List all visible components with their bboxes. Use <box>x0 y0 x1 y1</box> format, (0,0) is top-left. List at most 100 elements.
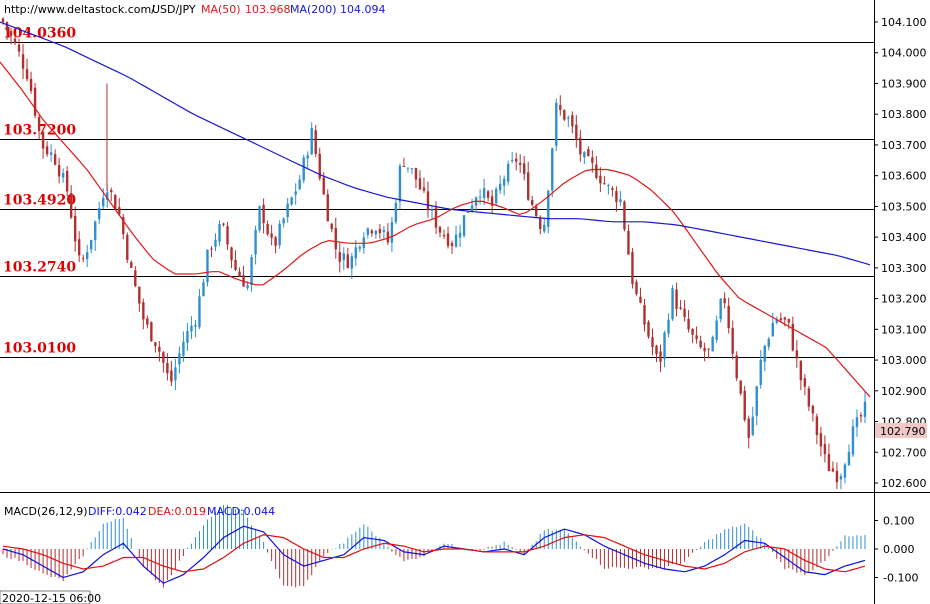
candle-body <box>543 224 546 232</box>
candle-body <box>386 231 390 243</box>
candle-body <box>599 175 602 184</box>
candle-body <box>527 172 530 200</box>
candle-body <box>727 305 730 329</box>
macd-label: MACD(26,12,9) <box>4 505 88 518</box>
y-tick-label: 103.200 <box>881 293 927 306</box>
candle-body <box>603 183 606 185</box>
candle-body <box>551 148 554 191</box>
macd-tick-label: 0.000 <box>883 543 915 556</box>
macd-diff-value: DIFF:0.042 <box>88 505 147 518</box>
candle-body <box>591 157 594 163</box>
candle-body <box>647 321 650 337</box>
candle-body <box>466 212 470 214</box>
candle-body <box>775 319 778 323</box>
candle-body <box>631 251 634 285</box>
ma200-label: MA(200) <box>290 3 337 16</box>
candle-body <box>539 218 542 229</box>
candle-body <box>667 319 670 334</box>
candle-body <box>442 235 446 237</box>
candle-body <box>583 152 586 158</box>
candle-body <box>398 165 402 202</box>
candle-body <box>274 237 277 246</box>
candle-body <box>250 257 253 286</box>
candle-body <box>57 165 61 177</box>
macd-dea-line <box>2 534 866 573</box>
candle-body <box>454 234 458 247</box>
candle-body <box>555 102 558 146</box>
candle-body <box>174 367 177 381</box>
y-tick-label: 103.100 <box>881 323 927 336</box>
candle-body <box>410 168 414 170</box>
candle-body <box>374 230 378 235</box>
candle-body <box>414 167 418 180</box>
candle-body <box>687 318 690 330</box>
symbol-label: USD/JPY <box>152 3 196 16</box>
ma200-line <box>0 21 871 266</box>
candle-body <box>162 352 165 363</box>
candle-body <box>110 189 113 193</box>
candle-body <box>37 116 41 132</box>
candle-body <box>322 177 325 195</box>
candle-body <box>254 229 257 255</box>
candle-body <box>262 204 265 224</box>
candle-body <box>563 110 566 120</box>
candle-body <box>811 405 815 414</box>
candle-body <box>61 173 65 178</box>
candle-body <box>326 194 329 222</box>
candle-body <box>330 223 333 230</box>
candle-body <box>118 207 121 215</box>
candle-body <box>655 345 658 355</box>
level-label: 103.4920 <box>3 193 76 209</box>
candle-body <box>799 361 803 381</box>
y-tick-label: 102.700 <box>881 446 927 459</box>
y-tick-label: 104.100 <box>881 16 927 29</box>
candle-body <box>310 128 313 155</box>
y-tick-label: 103.700 <box>881 139 927 152</box>
candle-body <box>138 286 141 304</box>
candle-body <box>142 302 145 320</box>
candle-body <box>635 281 638 295</box>
candle-body <box>45 146 49 155</box>
candle-body <box>771 323 774 337</box>
candle-body <box>65 170 69 192</box>
candle-body <box>851 426 855 455</box>
candle-body <box>547 190 550 227</box>
candle-body <box>85 252 89 260</box>
candle-body <box>166 362 169 374</box>
ma50-value: 103.968 <box>245 3 291 16</box>
candle-body <box>53 154 57 165</box>
candle-body <box>490 196 494 206</box>
macd-hist-value: MACD:0.044 <box>207 505 275 518</box>
candle-body <box>779 318 782 321</box>
candle-body <box>723 298 726 304</box>
candle-body <box>306 155 309 159</box>
candle-body <box>154 342 157 347</box>
candle-body <box>446 233 450 246</box>
candle-body <box>218 223 221 242</box>
candle-body <box>807 388 811 407</box>
y-tick-label: 103.800 <box>881 108 927 121</box>
source-url: http://www.deltastock.com/ <box>4 3 155 16</box>
candle-body <box>659 351 662 362</box>
level-label: 103.0100 <box>3 341 76 357</box>
candle-body <box>170 370 173 382</box>
candle-body <box>482 188 486 198</box>
candle-body <box>222 223 225 225</box>
candle-body <box>430 209 434 211</box>
candle-body <box>234 259 237 270</box>
candle-body <box>795 350 799 359</box>
candle-body <box>302 157 305 181</box>
candle-body <box>21 54 25 69</box>
candle-body <box>418 178 422 190</box>
candle-body <box>210 248 213 250</box>
candle-body <box>494 189 498 204</box>
candle-body <box>502 178 506 186</box>
candle-body <box>266 223 269 235</box>
candle-body <box>498 183 502 191</box>
candle-body <box>695 335 698 340</box>
level-label: 103.2740 <box>3 260 76 276</box>
candle-body <box>470 205 474 212</box>
candle-body <box>619 199 622 203</box>
time-label: 2020-12-15 06:00 <box>2 592 101 604</box>
candle-body <box>859 415 863 417</box>
